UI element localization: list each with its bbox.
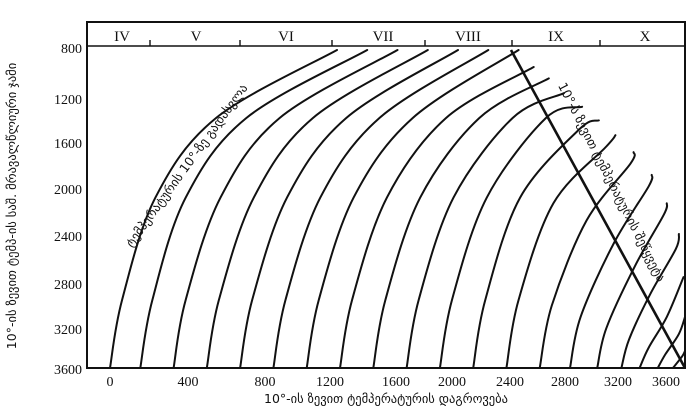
isoline-curve-14 [538, 151, 636, 369]
isoline-curve-3 [172, 49, 399, 369]
plot-frame [86, 21, 686, 369]
isoline-curve-8 [339, 66, 535, 369]
month-label-vii: VII [373, 29, 394, 45]
x-tick-label: 3200 [604, 375, 632, 390]
isoline-curve-13 [505, 134, 617, 369]
x-tick-label: 400 [178, 375, 199, 390]
month-label-vi: VI [278, 29, 294, 45]
isoline-curve-11 [438, 105, 584, 369]
end-transition-line [509, 49, 687, 369]
y-tick-label: 2000 [54, 183, 82, 198]
y-tick-label: 1200 [54, 93, 82, 108]
x-tick-label: 800 [255, 375, 276, 390]
isoline-curve-15 [569, 173, 654, 369]
x-tick-label: 1200 [316, 375, 344, 390]
isoline-curve-12 [472, 119, 600, 369]
isoline-curve-7 [305, 49, 520, 369]
isoline-curve-9 [372, 77, 550, 369]
y-tick-label: 1600 [54, 137, 82, 152]
y-tick-label: 800 [61, 42, 82, 57]
curve-group [109, 49, 687, 369]
isoline-curve-5 [239, 49, 459, 369]
month-label-viii: VIII [455, 29, 481, 45]
isoline-curve-20 [671, 350, 686, 369]
isoline-curve-6 [272, 49, 490, 369]
isoline-curve-16 [596, 202, 669, 369]
isoline-curve-1 [109, 49, 338, 369]
isoline-curve-2 [139, 49, 369, 369]
y-axis-label: 10°-ის ზევით ტემპ-ის საშ. მრავალწლიური ჯ… [4, 63, 19, 349]
y-tick-label: 2400 [54, 230, 82, 245]
month-label-v: V [191, 29, 202, 45]
x-tick-label: 0 [107, 375, 114, 390]
month-label-iv: IV [114, 29, 130, 45]
isoline-curve-4 [205, 49, 429, 369]
x-tick-label: 1600 [382, 375, 410, 390]
x-tick-label: 2400 [496, 375, 524, 390]
month-label-ix: IX [548, 29, 564, 45]
x-axis-label: 10°-ის ზევით ტემპერატურის დაგროვება [264, 391, 508, 406]
y-tick-label: 3600 [54, 363, 82, 378]
x-tick-label: 3600 [652, 375, 680, 390]
isoline-curve-10 [405, 92, 565, 369]
month-label-x: X [640, 29, 651, 45]
y-tick-label: 2800 [54, 278, 82, 293]
isoline-curve-17 [620, 233, 681, 369]
x-tick-label: 2800 [551, 375, 579, 390]
x-tick-label: 2000 [438, 375, 466, 390]
isoline-curve-18 [638, 276, 685, 369]
y-tick-label: 3200 [54, 323, 82, 338]
